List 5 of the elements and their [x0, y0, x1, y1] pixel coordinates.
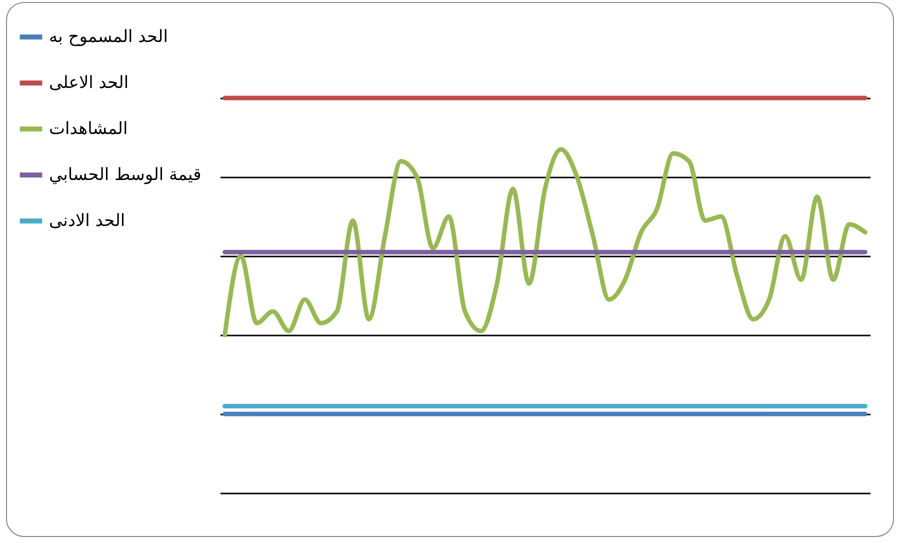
legend-label: المشاهدات	[49, 119, 128, 139]
legend-label: الحد المسموح به	[49, 27, 168, 47]
legend-label: قيمة الوسط الحسابي	[49, 165, 202, 185]
legend-label: الحد الاعلى	[49, 73, 129, 93]
legend-label: الحد الادنى	[49, 211, 126, 231]
